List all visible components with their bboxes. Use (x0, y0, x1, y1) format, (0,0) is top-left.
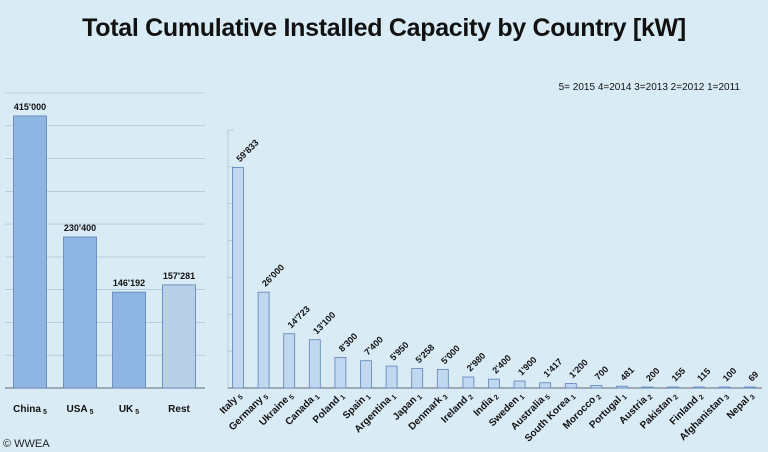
data-label: 230'400 (64, 223, 96, 233)
data-label: 115 (695, 366, 712, 383)
data-label: 100 (721, 366, 739, 384)
year-code: 2 (493, 394, 501, 402)
year-code: 1 (340, 394, 348, 402)
bar-denmark (436, 369, 449, 389)
bar-finland (692, 386, 705, 389)
data-label: 69 (746, 369, 760, 383)
year-code: 5 (237, 394, 245, 402)
data-label: 5'950 (388, 340, 411, 363)
data-label: 5'000 (439, 343, 462, 366)
data-label: 155 (670, 366, 688, 384)
data-label: 2'980 (465, 351, 488, 374)
year-code: 2 (672, 394, 680, 402)
data-label: 200 (644, 366, 662, 384)
data-label: 13'100 (311, 310, 337, 336)
bar-poland (334, 357, 347, 389)
bar-morocco (590, 385, 603, 389)
bar-usa (63, 236, 97, 389)
year-code-legend: 5= 2015 4=2014 3=2013 2=2012 1=2011 (558, 82, 740, 93)
bar-canada (308, 339, 321, 389)
data-label: 5'258 (414, 342, 437, 365)
data-label: 7'400 (362, 334, 385, 357)
year-code: 3 (724, 394, 732, 402)
bar-italy (232, 167, 244, 389)
year-code: 5 (544, 394, 552, 402)
data-label: 14'723 (286, 304, 312, 330)
year-code: 1 (519, 394, 527, 402)
year-code: 1 (365, 394, 373, 402)
bar-austria (641, 386, 654, 389)
bar-afghanistan (718, 386, 731, 389)
year-code: 2 (647, 394, 655, 402)
category-label: USA 5 (66, 404, 93, 416)
year-code: 3 (442, 394, 450, 402)
data-label: 415'000 (14, 102, 46, 112)
year-code: 1 (570, 394, 578, 402)
bar-portugal (616, 385, 628, 389)
year-code: 5 (288, 394, 296, 402)
year-code: 1 (391, 394, 399, 402)
year-code: 1 (621, 394, 629, 402)
data-label: 2'400 (490, 353, 513, 376)
copyright-credit: © WWEA (3, 438, 50, 450)
bar-germany (257, 291, 270, 389)
category-label: Nepal3 (725, 390, 757, 422)
data-label: 157'281 (163, 271, 195, 281)
data-label: 59'833 (234, 138, 260, 164)
year-code: 5 (263, 394, 271, 402)
category-label: UK 5 (119, 404, 139, 416)
year-code: 5 (43, 409, 47, 416)
bar-argentina (385, 365, 398, 389)
bar-sweden (513, 380, 526, 389)
data-label: 26'000 (260, 262, 286, 288)
year-code: 2 (698, 394, 706, 402)
category-label: Rest (168, 404, 190, 415)
category-label: China 5 (13, 404, 47, 416)
bar-nepal (744, 386, 756, 389)
bar-australia (539, 382, 552, 389)
data-label: 700 (593, 364, 611, 382)
bar-south-korea (564, 383, 577, 389)
year-code: 1 (416, 394, 424, 402)
data-label: 481 (618, 365, 636, 383)
chart-title: Total Cumulative Installed Capacity by C… (82, 14, 686, 42)
bar-ireland (462, 376, 475, 389)
year-code: 5 (90, 409, 94, 416)
year-code: 1 (314, 394, 322, 402)
data-label: 8'300 (337, 331, 360, 354)
bar-pakistan (667, 386, 680, 389)
year-code: 2 (468, 394, 476, 402)
bar-japan (411, 368, 424, 389)
bar-ukraine (283, 333, 296, 389)
data-label: 1'900 (516, 355, 539, 378)
data-label: 146'192 (113, 278, 145, 288)
bar-uk (112, 291, 146, 389)
bar-india (488, 378, 500, 389)
bar-rest (162, 284, 196, 389)
bar-spain (360, 360, 372, 389)
data-label: 1'200 (567, 357, 590, 380)
year-code: 3 (749, 394, 757, 402)
data-label: 1'417 (542, 356, 565, 379)
bar-china (13, 115, 47, 389)
year-code: 5 (135, 409, 139, 416)
year-code: 2 (596, 394, 604, 402)
